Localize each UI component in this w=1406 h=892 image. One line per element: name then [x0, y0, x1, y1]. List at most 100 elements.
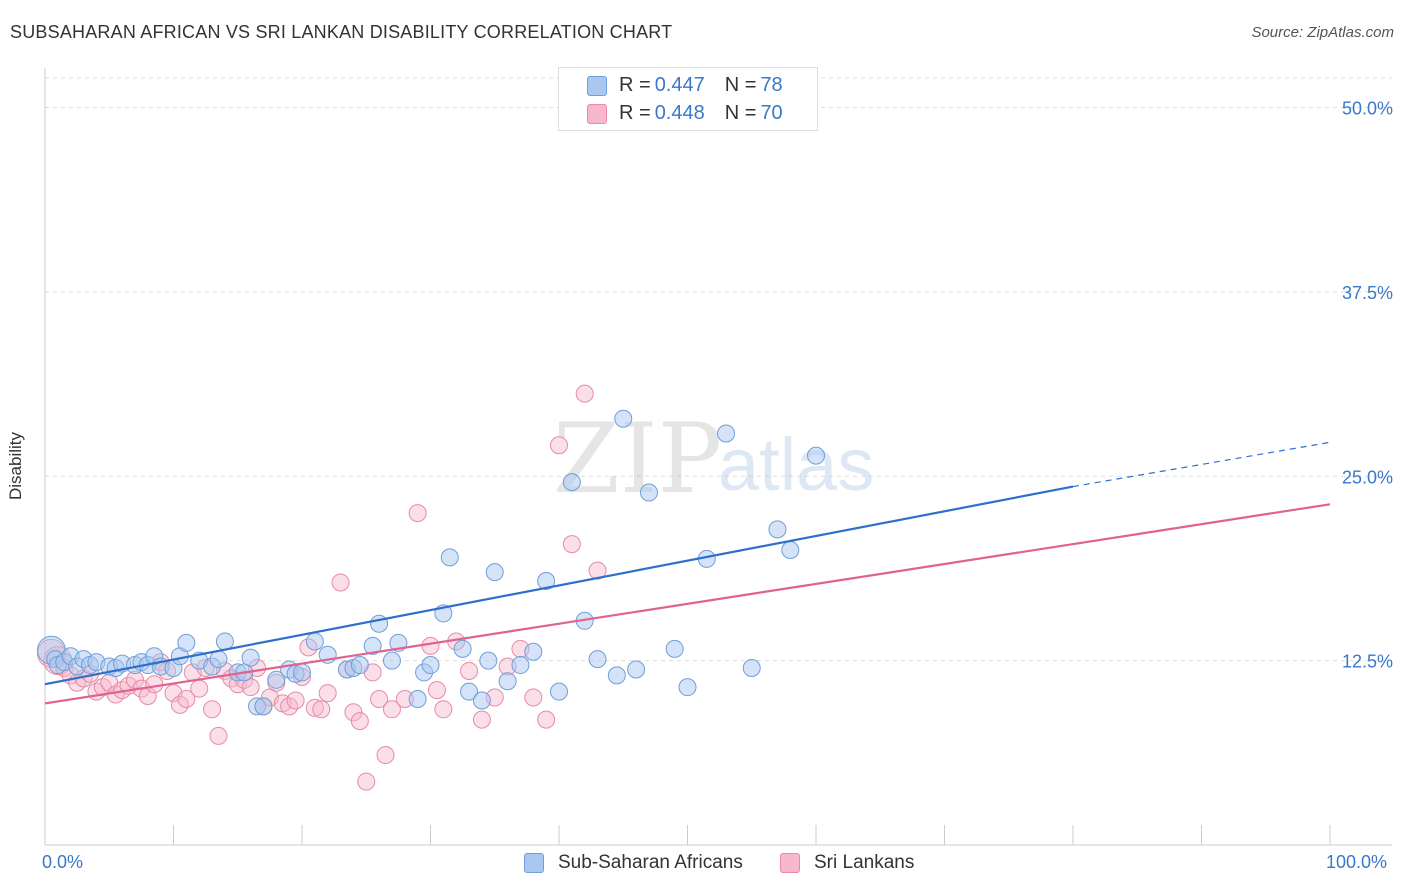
legend-item-sri-lankans: Sri Lankans [780, 852, 914, 874]
sub-saharan-point [382, 651, 401, 670]
sub-saharan-point [177, 633, 196, 652]
swatch-pink [780, 853, 800, 873]
legend-r-label: R = [619, 73, 651, 96]
x-min-label: 0.0% [42, 852, 84, 872]
sub-saharan-point [550, 682, 568, 701]
sri-lankan-point [562, 535, 581, 554]
chart-title: SUBSAHARAN AFRICAN VS SRI LANKAN DISABIL… [10, 22, 673, 42]
sri-lankan-point [382, 700, 401, 719]
sub-saharan-point [665, 639, 684, 658]
sri-lankan-point [203, 700, 222, 719]
sri-lankan-point [312, 700, 331, 719]
sub-saharan-point [717, 424, 736, 443]
sub-saharan-point [562, 473, 581, 492]
legend-r-value: 0.447 [654, 73, 705, 96]
y-tick-label: 12.5% [1342, 652, 1393, 672]
sri-lankan-point [331, 573, 350, 592]
sub-saharan-point [267, 670, 286, 689]
legend-label-sub-saharan: Sub-Saharan Africans [558, 852, 743, 873]
sri-lankan-point [421, 636, 440, 655]
sub-saharan-point [678, 678, 697, 697]
swatch-blue [524, 853, 544, 873]
bottom-legend: Sub-Saharan Africans Sri Lankans [0, 852, 1406, 878]
sri-lankan-point [370, 689, 389, 708]
sri-lankan-point [357, 772, 376, 791]
sri-lankan-point [472, 710, 491, 729]
sub-saharan-point [742, 659, 761, 677]
sri-lankan-point [190, 679, 209, 698]
source-label: Source: ZipAtlas.com [1251, 24, 1394, 41]
sri-lankan-point [524, 688, 543, 707]
sub-saharan-point [479, 651, 498, 670]
sri-lankan-point [318, 684, 337, 703]
sub-saharan-point [440, 548, 459, 567]
sri-lankan-point [408, 504, 427, 523]
sri-lankan-point [286, 691, 305, 710]
sri-lankan-point [537, 710, 556, 729]
legend-r-value: 0.448 [654, 101, 705, 124]
sri-lankan-point [434, 700, 453, 719]
sub-saharan-point [241, 648, 260, 667]
sub-saharan-point [363, 636, 382, 655]
sub-saharan-trend-line [44, 485, 1074, 686]
sri-lankan-point [305, 698, 324, 717]
sri-lankan-point [145, 675, 164, 694]
correlation-legend: R = 0.447 N = 78 R = 0.448 N = 70 [558, 67, 818, 131]
legend-n-value: 78 [760, 73, 783, 96]
sri-lankans-points [36, 384, 607, 791]
sri-lankan-point [427, 681, 446, 700]
sub-saharan-point [209, 650, 228, 669]
sub-saharan-point [511, 656, 530, 675]
sub-saharan-point [627, 660, 646, 679]
sub-saharan-point [254, 697, 273, 716]
legend-swatch-pink [587, 104, 607, 124]
legend-row-blue: R = 0.447 N = 78 [619, 72, 783, 98]
legend-n-value: 70 [760, 101, 783, 124]
sub-saharan-point [807, 446, 825, 465]
sub-saharan-point [524, 642, 543, 661]
legend-swatch-blue [587, 76, 607, 96]
sub-saharan-point [607, 666, 626, 685]
legend-item-sub-saharan: Sub-Saharan Africans [524, 852, 743, 874]
y-tick-label: 50.0% [1342, 99, 1393, 119]
y-tick-labels: 12.5% 25.0% 37.5% 50.0% [1342, 99, 1393, 672]
sub-saharan-point [293, 663, 311, 682]
sub-saharan-point [781, 541, 800, 559]
legend-row-pink: R = 0.448 N = 70 [619, 100, 783, 126]
sri-lankan-point [209, 726, 228, 745]
sub-saharan-point [472, 691, 491, 710]
sri-lankan-point [177, 689, 196, 708]
watermark-atlas: atlas [718, 423, 874, 506]
sub-saharan-point [453, 639, 472, 658]
sri-lankan-point [344, 703, 363, 722]
sub-saharan-point [614, 409, 633, 428]
sub-saharan-point [485, 563, 504, 582]
sub-saharan-point [768, 520, 787, 539]
axes [44, 68, 1392, 846]
y-tick-label: 25.0% [1342, 467, 1393, 487]
sri-lankan-point [376, 746, 395, 765]
legend-n-label: N = [724, 73, 757, 96]
watermark-zip: ZIP [553, 403, 722, 515]
sri-lankan-point [575, 384, 594, 403]
legend-r-label: R = [619, 101, 651, 124]
sub-saharan-points [36, 409, 825, 716]
sri-lankan-trend-line [44, 503, 1331, 705]
sub-saharan-point [639, 483, 658, 502]
legend-label-sri-lankans: Sri Lankans [814, 852, 915, 873]
sub-saharan-point [498, 672, 517, 691]
trend-lines [44, 441, 1331, 705]
sub-saharan-point [460, 682, 479, 701]
watermark: ZIP atlas [553, 403, 874, 515]
sub-saharan-point [537, 571, 556, 590]
y-axis-title: Disability [6, 431, 25, 500]
sub-saharan-point [588, 650, 607, 669]
sri-lankan-point [550, 436, 568, 455]
sub-saharan-point [350, 656, 369, 675]
sub-saharan-trend-extension [1072, 441, 1331, 488]
sri-lankan-point [350, 712, 369, 731]
sri-lankan-point [460, 661, 479, 680]
sri-lankan-point [588, 561, 607, 580]
x-max-label: 100.0% [1326, 852, 1388, 872]
